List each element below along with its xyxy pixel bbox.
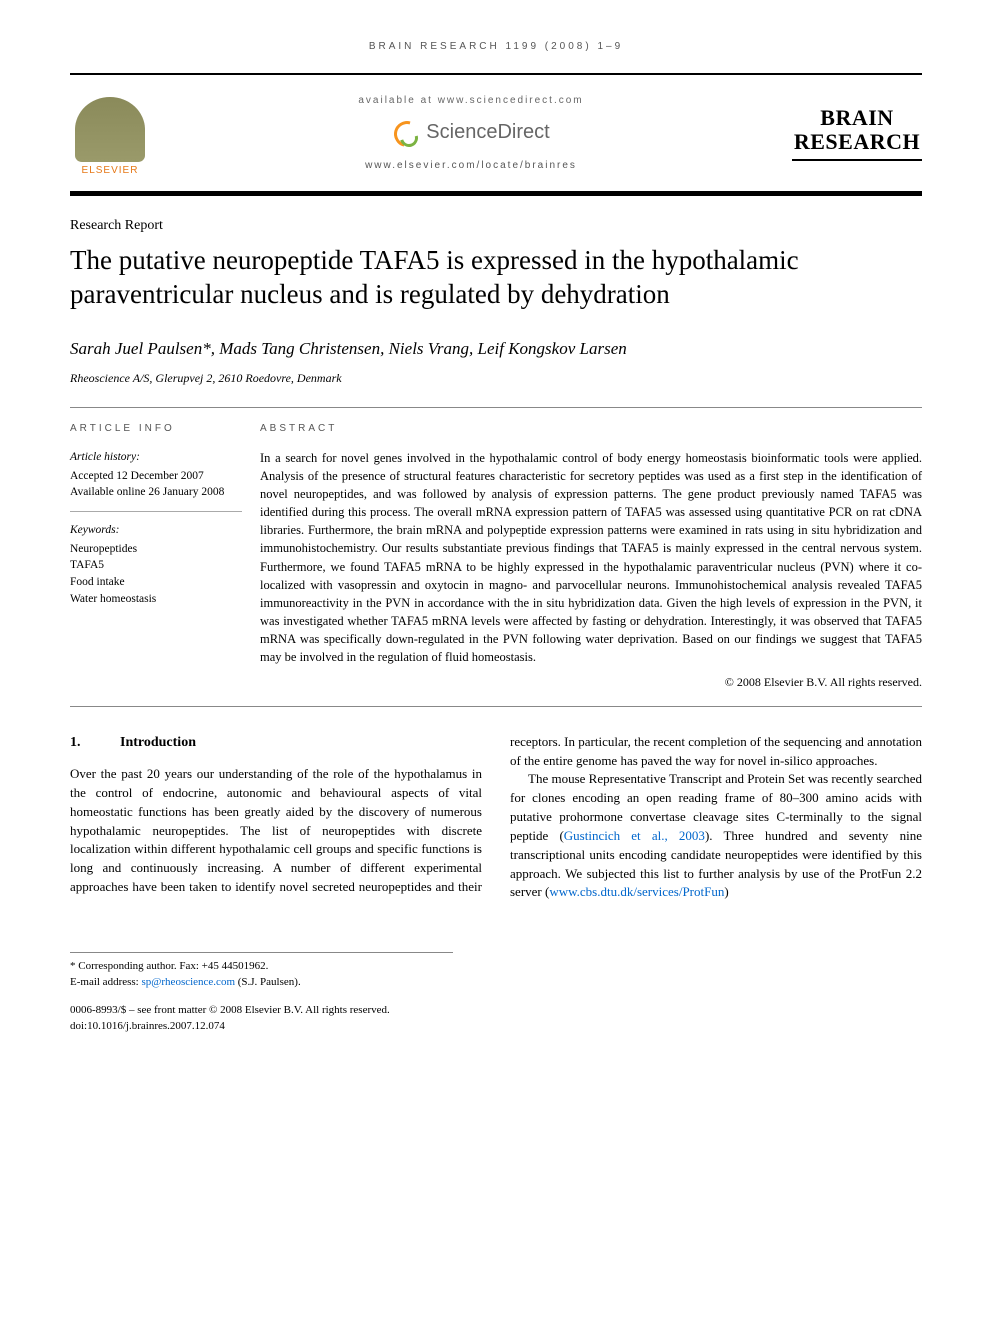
abstract-copyright: © 2008 Elsevier B.V. All rights reserved… <box>260 674 922 691</box>
history-line: Available online 26 January 2008 <box>70 484 242 501</box>
citation-link[interactable]: Gustincich et al., 2003 <box>564 828 705 843</box>
front-matter: 0006-8993/$ – see front matter © 2008 El… <box>70 1003 922 1035</box>
masthead-center: available at www.sciencedirect.com Scien… <box>150 94 792 174</box>
article-info-column: ARTICLE INFO Article history: Accepted 1… <box>70 408 260 705</box>
keyword: Food intake <box>70 574 242 591</box>
email-line: E-mail address: sp@rheoscience.com (S.J.… <box>70 975 453 991</box>
body-paragraph: The mouse Representative Transcript and … <box>510 770 922 902</box>
keywords-block: Keywords: Neuropeptides TAFA5 Food intak… <box>70 522 242 617</box>
keyword: TAFA5 <box>70 557 242 574</box>
journal-url: www.elsevier.com/locate/brainres <box>150 159 792 174</box>
section-title: Introduction <box>120 733 196 753</box>
front-matter-line: 0006-8993/$ – see front matter © 2008 El… <box>70 1003 922 1019</box>
abstract-text: In a search for novel genes involved in … <box>260 449 922 667</box>
external-url-link[interactable]: www.cbs.dtu.dk/services/ProtFun <box>549 884 724 899</box>
platform-name: ScienceDirect <box>426 118 549 147</box>
sciencedirect-swoosh-icon <box>392 119 420 147</box>
authors: Sarah Juel Paulsen*, Mads Tang Christens… <box>70 337 922 362</box>
available-at-text: available at www.sciencedirect.com <box>150 94 792 109</box>
publisher-name: ELSEVIER <box>82 164 139 179</box>
footnotes: * Corresponding author. Fax: +45 4450196… <box>70 952 453 991</box>
para2-text-c: ) <box>724 884 728 899</box>
abstract-heading: ABSTRACT <box>260 422 922 437</box>
sciencedirect-logo: ScienceDirect <box>392 118 549 147</box>
journal-name-line2: RESEARCH <box>794 129 920 154</box>
journal-logo: BRAIN RESEARCH <box>792 106 922 160</box>
email-link[interactable]: sp@rheoscience.com <box>141 976 235 988</box>
body-columns: 1. Introduction Over the past 20 years o… <box>70 733 922 903</box>
email-suffix: (S.J. Paulsen). <box>235 976 301 988</box>
keyword: Water homeostasis <box>70 591 242 608</box>
elsevier-tree-icon <box>75 97 145 162</box>
masthead: ELSEVIER available at www.sciencedirect.… <box>70 73 922 196</box>
article-type: Research Report <box>70 216 922 236</box>
keywords-label: Keywords: <box>70 522 242 539</box>
history-line: Accepted 12 December 2007 <box>70 468 242 485</box>
info-abstract-row: ARTICLE INFO Article history: Accepted 1… <box>70 407 922 706</box>
affiliation: Rheoscience A/S, Glerupvej 2, 2610 Roedo… <box>70 370 922 387</box>
section-number: 1. <box>70 733 120 753</box>
running-head: BRAIN RESEARCH 1199 (2008) 1–9 <box>70 40 922 55</box>
journal-name-line1: BRAIN <box>820 105 893 130</box>
doi-line: doi:10.1016/j.brainres.2007.12.074 <box>70 1019 922 1035</box>
keyword: Neuropeptides <box>70 541 242 558</box>
section-heading: 1. Introduction <box>70 733 482 753</box>
email-label: E-mail address: <box>70 976 141 988</box>
elsevier-logo: ELSEVIER <box>70 89 150 179</box>
corresponding-author: * Corresponding author. Fax: +45 4450196… <box>70 959 453 975</box>
history-label: Article history: <box>70 449 242 466</box>
article-history-block: Article history: Accepted 12 December 20… <box>70 449 242 512</box>
article-title: The putative neuropeptide TAFA5 is expre… <box>70 244 922 312</box>
article-info-heading: ARTICLE INFO <box>70 422 242 437</box>
abstract-column: ABSTRACT In a search for novel genes inv… <box>260 408 922 705</box>
